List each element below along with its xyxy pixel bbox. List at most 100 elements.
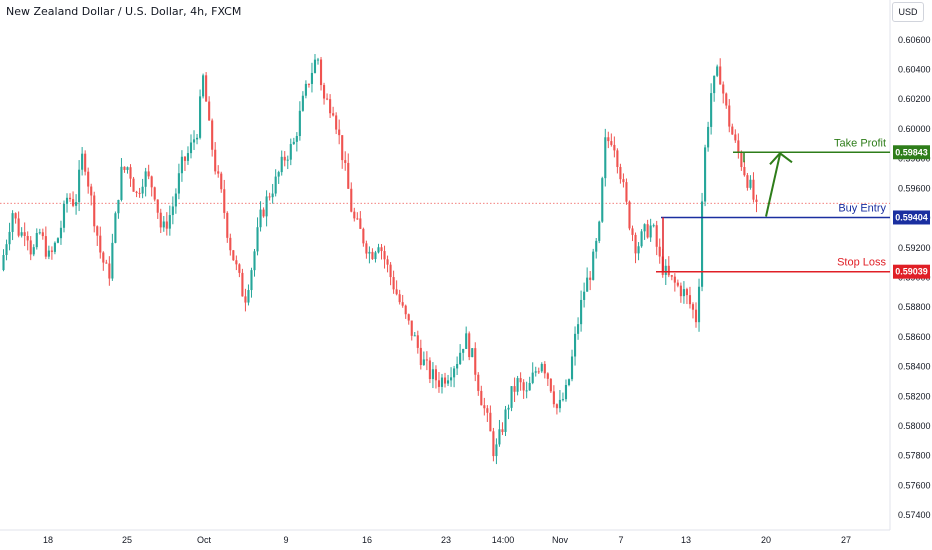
candle-body <box>362 228 365 244</box>
price-tick-label: 0.57600 <box>898 480 931 490</box>
candle-body <box>486 408 489 413</box>
candle-body <box>679 285 682 297</box>
candle-body <box>580 299 583 325</box>
candle-body <box>271 193 274 198</box>
candle-body <box>20 232 23 236</box>
candle-body <box>752 179 755 200</box>
candle-body <box>341 135 344 161</box>
candle-body <box>755 199 758 202</box>
candle-body <box>719 66 722 85</box>
candle-body <box>583 291 586 300</box>
candle-body <box>450 377 453 381</box>
candle-body <box>5 244 8 256</box>
candle-body <box>153 187 156 200</box>
candle-body <box>643 224 646 232</box>
take-profit-label: Take Profit <box>834 137 886 149</box>
candle-body <box>47 250 50 257</box>
candle-body <box>144 171 147 187</box>
candle-body <box>655 225 658 247</box>
candle-body <box>434 369 438 381</box>
candle-body <box>26 235 29 241</box>
candle-body <box>120 166 123 200</box>
candle-body <box>710 93 713 127</box>
time-tick-label: 7 <box>618 535 623 545</box>
time-tick-label: Oct <box>197 535 212 545</box>
candle-body <box>694 309 698 323</box>
candle-body <box>456 364 459 369</box>
candle-body <box>398 294 401 303</box>
candle-body <box>700 201 704 287</box>
candle-body <box>673 276 676 283</box>
candle-body <box>96 226 99 236</box>
candle-body <box>573 333 577 357</box>
candle-body <box>407 314 410 321</box>
candle-body <box>256 227 259 252</box>
candle-body <box>404 305 407 315</box>
candle-body <box>564 385 568 400</box>
candle-body <box>459 352 462 365</box>
candle-body <box>280 156 283 173</box>
candle-body <box>410 320 413 336</box>
candle-body <box>2 255 5 271</box>
candle-body <box>292 141 295 145</box>
candle-body <box>29 240 32 255</box>
candle-body <box>610 141 613 145</box>
candle-body <box>238 264 241 273</box>
candle-body <box>392 277 395 290</box>
candle-body <box>528 382 531 391</box>
candle-body <box>477 374 480 391</box>
profit-arrow-shaft <box>765 154 781 217</box>
candle-body <box>504 409 507 432</box>
price-tick-label: 0.58400 <box>898 362 931 372</box>
candle-body <box>713 75 716 94</box>
candle-body <box>446 380 450 384</box>
candle-body <box>177 173 180 194</box>
candle-body <box>298 110 301 137</box>
candle-body <box>14 213 17 219</box>
price-tick-label: 0.60200 <box>898 94 931 104</box>
candle-body <box>141 186 144 194</box>
candle-body <box>525 390 528 392</box>
candle-body <box>72 199 75 206</box>
stop-loss-price-tag <box>893 264 930 279</box>
candle-body <box>332 113 335 116</box>
candle-body <box>59 227 63 239</box>
candle-body <box>265 196 268 217</box>
candle-body <box>552 391 555 405</box>
candle-body <box>622 179 625 183</box>
candle-body <box>419 347 422 366</box>
candle-body <box>202 75 205 97</box>
candle-body <box>93 195 96 227</box>
take-profit-price-label: 0.59843 <box>895 147 928 157</box>
candle-body <box>117 199 120 214</box>
candle-body <box>625 182 628 202</box>
candle-body <box>531 372 534 383</box>
candle-body <box>540 363 543 372</box>
candle-body <box>561 399 565 401</box>
candle-body <box>395 289 398 295</box>
currency-button[interactable]: USD <box>892 2 924 22</box>
candle-body <box>329 99 332 114</box>
candle-body <box>595 240 598 252</box>
buy-entry-price-tag <box>893 210 930 225</box>
candle-body <box>498 429 501 445</box>
candle-body <box>577 324 580 334</box>
candle-body <box>546 373 549 379</box>
price-tick-label: 0.58800 <box>898 302 931 312</box>
candle-body <box>368 251 371 254</box>
candle-body <box>631 228 634 235</box>
candle-body <box>313 59 317 73</box>
candle-body <box>431 369 434 380</box>
candle-body <box>607 137 610 142</box>
candle-body <box>135 191 138 193</box>
candle-body <box>50 250 53 252</box>
candle-body <box>274 176 277 194</box>
candle-body <box>87 171 90 187</box>
candle-body <box>126 167 129 170</box>
candle-body <box>513 386 516 392</box>
candle-body <box>84 153 87 172</box>
candle-body <box>489 412 492 432</box>
candle-body <box>322 85 326 99</box>
candle-body <box>691 304 695 310</box>
